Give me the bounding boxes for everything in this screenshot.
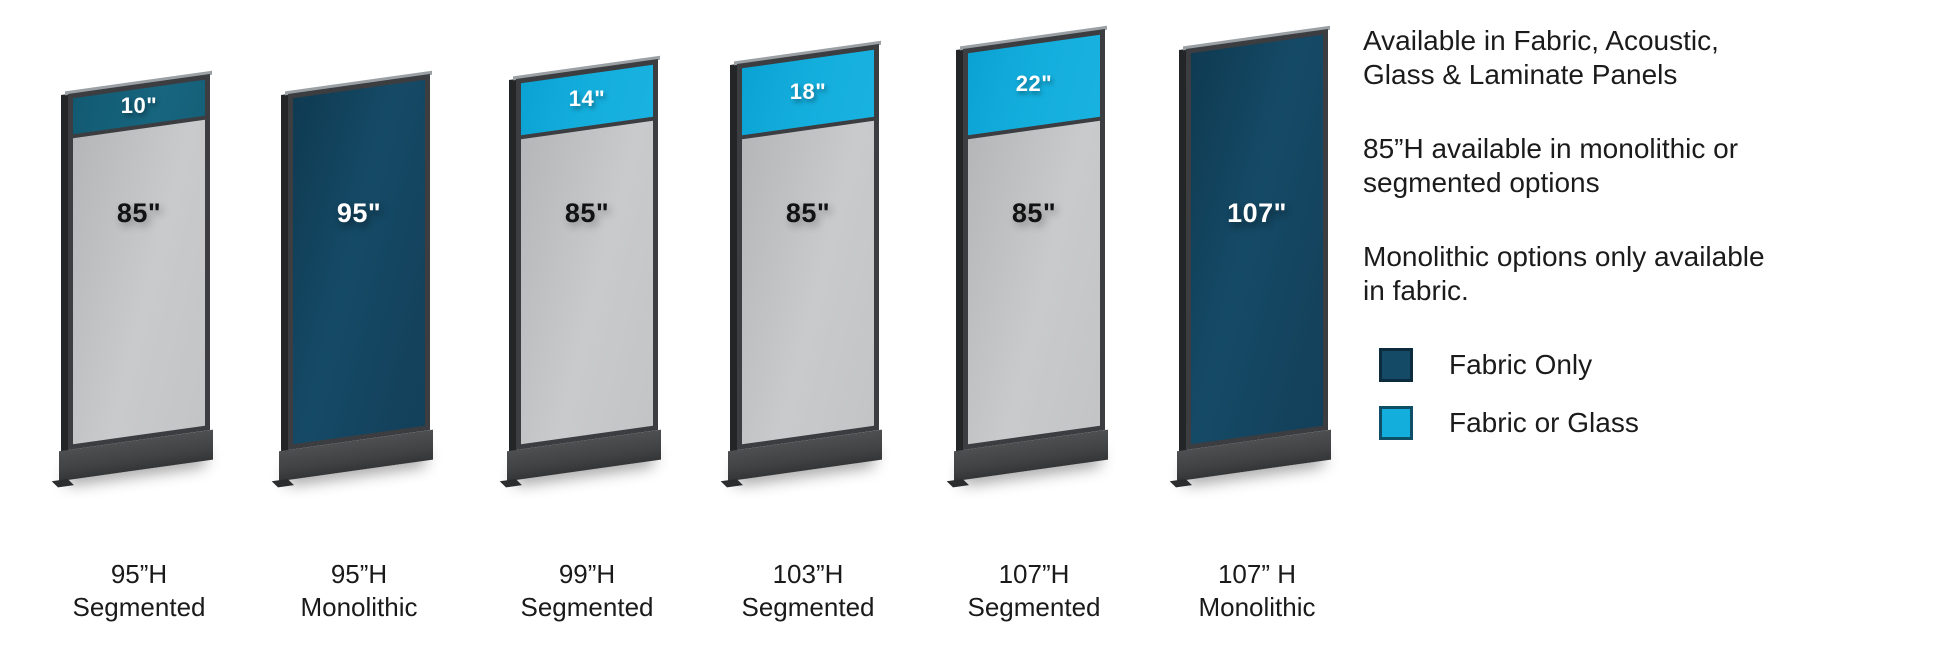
caption-height: 99”H [558, 559, 616, 589]
caption-style: Segmented [967, 592, 1101, 622]
note-line: 85”H available in monolithic or [1363, 133, 1739, 164]
caption-style: Segmented [72, 592, 206, 622]
legend-label: Fabric Only [1449, 349, 1593, 380]
note-line: Monolithic options only available [1363, 241, 1765, 272]
legend: Fabric Only Fabric or Glass [1363, 348, 1928, 440]
body-segment [521, 120, 653, 445]
body-segment [742, 120, 874, 445]
note-line: in fabric. [1363, 275, 1469, 306]
panel-3d-shape [507, 55, 661, 482]
top-segment-height-label: 14" [568, 86, 606, 111]
caption-height: 107” H [1217, 559, 1297, 589]
legend-label: Fabric or Glass [1449, 407, 1639, 438]
panel-3d-shape [279, 70, 433, 482]
panel-caption: 99”H Segmented [482, 558, 692, 624]
panel-face [288, 74, 430, 450]
body-height-label: 107" [1227, 198, 1287, 228]
panel-95h-monolithic: 95" 95”H Monolithic [279, 70, 433, 622]
top-segment-height-label: 18" [789, 78, 827, 104]
body-segment [968, 120, 1100, 445]
availability-note-monolithic: Monolithic options only available in fab… [1363, 240, 1928, 308]
caption-height: 103”H [772, 559, 844, 589]
caption-style: Monolithic [300, 592, 418, 622]
legend-swatch-fabric-only [1379, 348, 1413, 382]
panel-face [68, 74, 210, 450]
top-segment-height-label: 10" [120, 93, 158, 118]
caption-height: 107”H [998, 559, 1070, 589]
panel-caption: 103”H Segmented [703, 558, 913, 624]
note-line: Glass & Laminate Panels [1363, 59, 1678, 90]
panel-107h-segmented: 22" 85" 107”H Segmented [954, 25, 1108, 622]
panel-103h-segmented: 18" 85" 103”H Segmented [728, 40, 882, 622]
panel-107h-monolithic: 107" 107” H Monolithic [1177, 25, 1331, 622]
body-height-label: 85" [116, 198, 162, 228]
panel-3d-shape [1177, 25, 1331, 482]
legend-item-fabric-or-glass: Fabric or Glass [1363, 406, 1928, 440]
panel-3d-shape [728, 40, 882, 482]
panel-caption: 95”H Monolithic [254, 558, 464, 624]
info-column: Available in Fabric, Acoustic, Glass & L… [1363, 24, 1928, 464]
body-segment-fabric-only [1191, 34, 1323, 445]
note-line: segmented options [1363, 167, 1600, 198]
body-segment [73, 119, 205, 445]
panel-99h-segmented: 14" 85" 99”H Segmented [507, 55, 661, 622]
body-segment-fabric-only [293, 79, 425, 445]
body-height-label: 95" [336, 198, 382, 228]
legend-item-fabric-only: Fabric Only [1363, 348, 1928, 382]
body-height-label: 85" [785, 198, 831, 228]
panel-caption: 107” H Monolithic [1152, 558, 1362, 624]
panel-caption: 95”H Segmented [34, 558, 244, 624]
panel-face [1186, 29, 1328, 450]
top-segment-height-label: 22" [1015, 71, 1053, 96]
caption-height: 95”H [330, 559, 388, 589]
caption-style: Segmented [741, 592, 875, 622]
body-height-label: 85" [1011, 198, 1057, 228]
availability-note-85h: 85”H available in monolithic or segmente… [1363, 132, 1928, 200]
caption-style: Segmented [520, 592, 654, 622]
panel-face [737, 44, 879, 450]
caption-style: Monolithic [1198, 592, 1316, 622]
availability-note-materials: Available in Fabric, Acoustic, Glass & L… [1363, 24, 1928, 92]
panel-caption: 107”H Segmented [929, 558, 1139, 624]
panel-3d-shape [59, 70, 213, 482]
panel-face [516, 59, 658, 450]
body-height-label: 85" [564, 198, 610, 228]
caption-height: 95”H [110, 559, 168, 589]
panel-95h-segmented: 10" 85" 95”H Segmented [59, 70, 213, 622]
legend-swatch-fabric-or-glass [1379, 406, 1413, 440]
note-line: Available in Fabric, Acoustic, [1363, 25, 1719, 56]
